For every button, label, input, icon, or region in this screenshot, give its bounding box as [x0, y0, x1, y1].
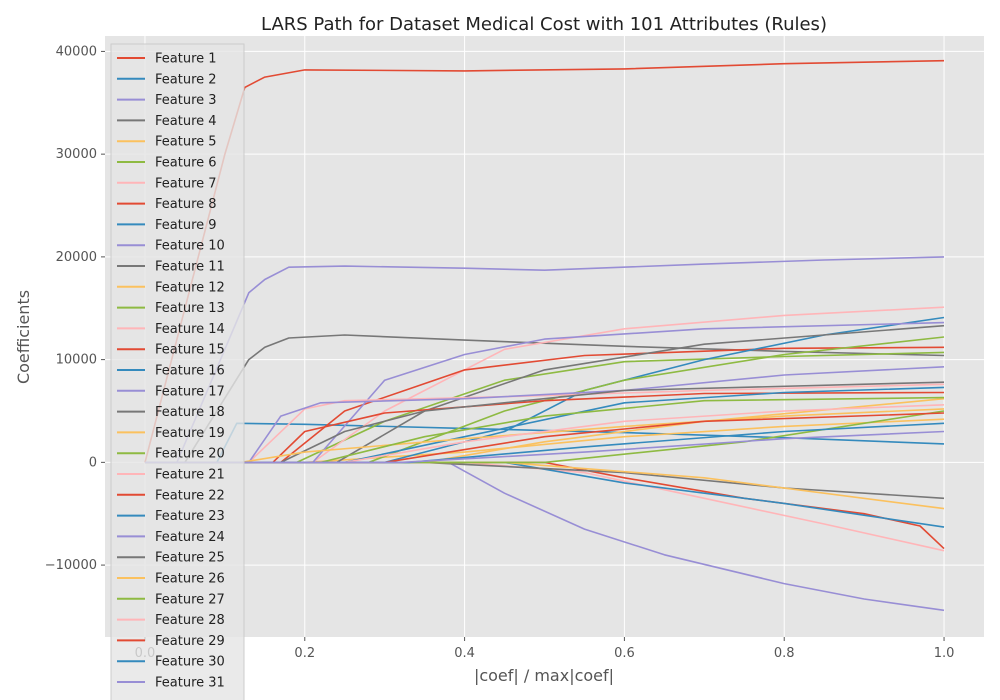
- legend-label: Feature 21: [155, 468, 225, 483]
- series-line-feature-31: [145, 430, 945, 464]
- series-line-feature-24: [145, 366, 945, 464]
- y-axis-ticks: −10000 0 10000 20000 30000 40000: [45, 44, 105, 573]
- legend-item: Feature 14: [117, 322, 225, 337]
- legend-item: Feature 7: [117, 176, 217, 191]
- series-line-feature-17: [145, 461, 945, 612]
- legend-label: Feature 9: [155, 218, 217, 233]
- legend-item: Feature 5: [117, 135, 217, 150]
- x-axis-ticks: 0.00.20.40.60.81.0: [135, 637, 955, 661]
- legend-label: Feature 2: [155, 72, 217, 87]
- legend-label: Feature 22: [155, 488, 225, 503]
- legend-item: Feature 17: [117, 384, 225, 399]
- legend-label: Feature 25: [155, 551, 225, 566]
- y-tick-label: 0: [89, 455, 97, 470]
- legend-item: Feature 22: [117, 488, 225, 503]
- y-tick-label: −10000: [45, 558, 97, 573]
- legend-label: Feature 19: [155, 426, 225, 441]
- legend-label: Feature 10: [155, 239, 225, 254]
- legend-label: Feature 23: [155, 509, 225, 524]
- legend-label: Feature 28: [155, 613, 225, 628]
- legend-label: Feature 18: [155, 405, 225, 420]
- legend-label: Feature 16: [155, 364, 225, 379]
- legend-label: Feature 3: [155, 93, 217, 108]
- legend-item: Feature 9: [117, 218, 217, 233]
- x-tick-label: 1.0: [934, 646, 955, 661]
- legend-label: Feature 31: [155, 676, 225, 691]
- legend-item: Feature 25: [117, 551, 225, 566]
- legend-label: Feature 27: [155, 592, 225, 607]
- legend-item: Feature 11: [117, 260, 225, 275]
- legend-label: Feature 8: [155, 197, 217, 212]
- y-tick-label: 40000: [56, 44, 97, 59]
- legend-label: Feature 6: [155, 156, 217, 171]
- legend-item: Feature 12: [117, 280, 225, 295]
- legend-item: Feature 13: [117, 301, 225, 316]
- x-tick-label: 0.6: [614, 646, 635, 661]
- legend-label: Feature 30: [155, 655, 225, 670]
- legend-item: Feature 4: [117, 114, 217, 129]
- legend-label: Feature 12: [155, 280, 225, 295]
- legend-item: Feature 29: [117, 634, 225, 649]
- legend-item: Feature 6: [117, 156, 217, 171]
- legend-box: [110, 43, 245, 700]
- legend-item: Feature 15: [117, 343, 225, 358]
- legend-item: Feature 1: [117, 52, 217, 67]
- legend-item: Feature 2: [117, 72, 217, 87]
- legend-item: Feature 20: [117, 447, 225, 462]
- x-tick-label: 0.2: [294, 646, 315, 661]
- y-tick-label: 30000: [56, 147, 97, 162]
- y-axis-label: Coefficients: [14, 290, 33, 384]
- legend-item: Feature 16: [117, 364, 225, 379]
- y-tick-label: 20000: [56, 250, 97, 265]
- legend-item: Feature 30: [117, 655, 225, 670]
- legend-label: Feature 26: [155, 572, 225, 587]
- legend-label: Feature 29: [155, 634, 225, 649]
- legend-label: Feature 1: [155, 52, 217, 67]
- legend-label: Feature 24: [155, 530, 225, 545]
- legend-item: Feature 3: [117, 93, 217, 108]
- legend-item: Feature 21: [117, 468, 225, 483]
- legend-item: Feature 19: [117, 426, 225, 441]
- legend-item: Feature 10: [117, 239, 225, 254]
- x-axis-label: |coef| / max|coef|: [474, 666, 614, 685]
- legend-label: Feature 4: [155, 114, 217, 129]
- legend-label: Feature 7: [155, 176, 217, 191]
- legend-item: Feature 8: [117, 197, 217, 212]
- legend-label: Feature 17: [155, 384, 225, 399]
- chart-title: LARS Path for Dataset Medical Cost with …: [261, 14, 827, 35]
- legend: Feature 1 Feature 2 Feature 3 Feature 4 Feat…: [110, 43, 245, 700]
- legend-item: Feature 26: [117, 572, 225, 587]
- legend-item: Feature 18: [117, 405, 225, 420]
- legend-item: Feature 23: [117, 509, 225, 524]
- legend-label: Feature 15: [155, 343, 225, 358]
- legend-item: Feature 27: [117, 592, 225, 607]
- y-tick-label: 10000: [56, 353, 97, 368]
- legend-item: Feature 31: [117, 676, 225, 691]
- legend-item: Feature 24: [117, 530, 225, 545]
- legend-item: Feature 28: [117, 613, 225, 628]
- x-tick-label: 0.8: [774, 646, 795, 661]
- legend-label: Feature 5: [155, 135, 217, 150]
- plot-area-background: [105, 36, 984, 637]
- x-tick-label: 0.4: [454, 646, 475, 661]
- legend-label: Feature 20: [155, 447, 225, 462]
- legend-label: Feature 14: [155, 322, 225, 337]
- legend-label: Feature 13: [155, 301, 225, 316]
- legend-label: Feature 11: [155, 260, 225, 275]
